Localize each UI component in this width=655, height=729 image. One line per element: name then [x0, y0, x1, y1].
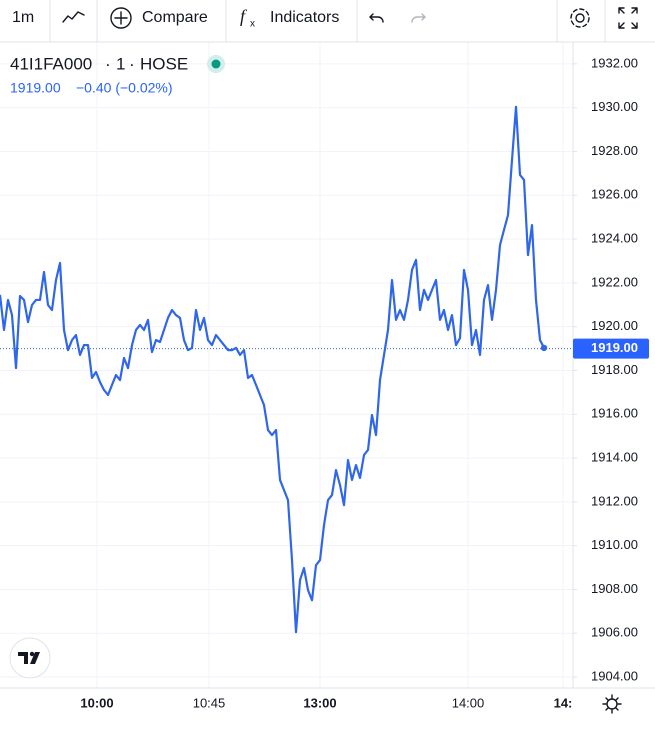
interval-button[interactable]: 1m [12, 9, 34, 26]
y-tick-label: 1924.00 [591, 231, 638, 246]
separator-dot: · [105, 54, 111, 73]
indicators-button[interactable]: f x Indicators [240, 6, 339, 30]
legend: 41I1FA000 · 1 · HOSE 1919.00 −0.40 (−0.0… [10, 54, 225, 96]
y-tick-label: 1906.00 [591, 625, 638, 640]
y-tick-label: 1926.00 [591, 187, 638, 202]
indicators-label: Indicators [270, 9, 339, 26]
indicators-icon: x [250, 19, 255, 30]
settings-icon [575, 13, 585, 23]
y-tick-label: 1914.00 [591, 450, 638, 465]
last-price: 1919.00 [10, 80, 61, 96]
y-tick-label: 1932.00 [591, 55, 638, 70]
logo[interactable] [9, 637, 51, 679]
redo-button[interactable] [411, 13, 426, 23]
last-point [540, 344, 548, 352]
x-tick-label: 14: [554, 695, 573, 710]
last-price-label: 1919.00 [591, 340, 638, 355]
x-tick-label: 13:00 [303, 695, 336, 710]
settings-icon [570, 8, 590, 28]
y-tick-label: 1904.00 [591, 668, 638, 683]
y-tick-label: 1912.00 [591, 493, 638, 508]
indicators-icon: f [240, 6, 248, 26]
separator-dot: · [129, 54, 135, 73]
compare-button[interactable]: Compare [110, 7, 208, 29]
logo-badge [9, 637, 51, 679]
toolbar-bg [0, 0, 655, 42]
x-tick-label: 10:00 [80, 695, 113, 710]
gear-icon [606, 698, 618, 710]
x-tick-label: 10:45 [193, 695, 226, 710]
undo-button[interactable] [369, 13, 384, 23]
chart-type-button[interactable] [62, 11, 85, 23]
logo-mark [29, 651, 35, 657]
price-change: −0.40 (−0.02%) [76, 80, 173, 96]
grid [0, 42, 573, 688]
y-tick-label: 1908.00 [591, 581, 638, 596]
y-tick-label: 1920.00 [591, 318, 638, 333]
compare-icon [114, 11, 128, 25]
y-tick-label: 1922.00 [591, 274, 638, 289]
axis-settings-button[interactable] [602, 694, 622, 714]
fullscreen-button[interactable] [618, 7, 638, 29]
y-tick-label: 1910.00 [591, 537, 638, 552]
y-tick-label: 1928.00 [591, 143, 638, 158]
settings-button[interactable] [570, 8, 590, 28]
y-tick-label: 1918.00 [591, 362, 638, 377]
price-line [0, 105, 545, 634]
exchange: HOSE [140, 54, 188, 73]
market-status [211, 59, 221, 69]
gear-icon [602, 694, 622, 714]
x-tick-label: 14:00 [452, 695, 485, 710]
logo-mark [18, 652, 40, 664]
last-price-badge [573, 338, 649, 359]
y-tick-label: 1930.00 [591, 99, 638, 114]
compare-icon [110, 7, 132, 29]
symbol: 41I1FA000 [10, 54, 92, 73]
compare-label: Compare [142, 9, 208, 26]
toolbar: 1m Compare f x Indicators [0, 0, 655, 43]
y-tick-label: 1916.00 [591, 406, 638, 421]
interval: 1 [116, 54, 125, 73]
